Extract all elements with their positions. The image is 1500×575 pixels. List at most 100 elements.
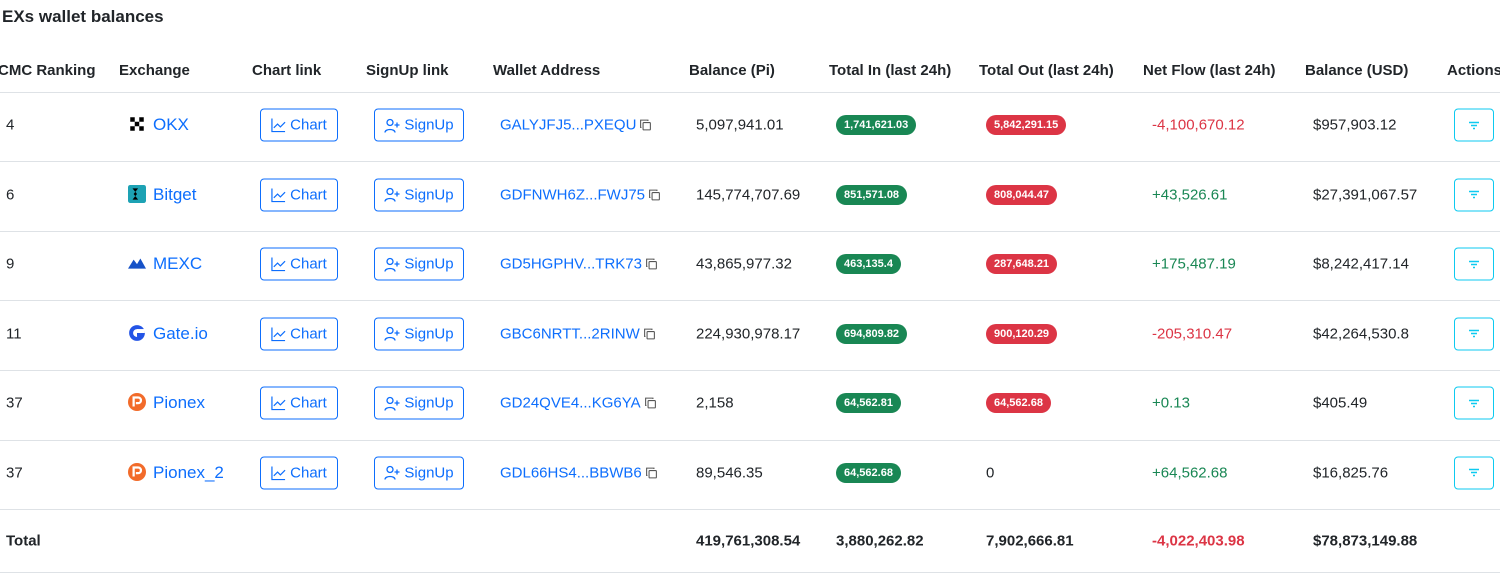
icon-svg (271, 118, 286, 133)
rank: 37 (6, 464, 23, 481)
icon-svg (1469, 329, 1479, 338)
chart-button[interactable]: Chart (260, 247, 338, 281)
icon-svg (128, 393, 146, 411)
chart-button[interactable]: Chart (260, 386, 338, 420)
icon (271, 326, 286, 341)
icon (384, 326, 400, 342)
chart-button[interactable]: Chart (260, 108, 338, 142)
balance-usd: $8,242,417.14 (1313, 255, 1409, 273)
row-divider (0, 370, 1500, 371)
row-divider (0, 509, 1500, 510)
chart-button[interactable]: Chart (260, 178, 338, 211)
total-total-out: 7,902,666.81 (986, 532, 1074, 550)
signup-button-label: SignUp (404, 116, 454, 134)
exchange-link[interactable]: Gate.io (153, 323, 208, 343)
icon-svg (1469, 190, 1479, 199)
net-flow: -4,100,670.12 (1152, 116, 1245, 134)
signup-button-label: SignUp (404, 394, 454, 412)
chart-button[interactable]: Chart (260, 456, 338, 489)
column-header: Balance (Pi) (689, 62, 775, 79)
exchange-link[interactable]: Pionex (153, 393, 205, 412)
signup-button[interactable]: SignUp (374, 108, 464, 142)
signup-button[interactable]: SignUp (374, 178, 464, 211)
actions-button[interactable] (1454, 108, 1494, 142)
icon-svg (384, 465, 400, 480)
wallet-address-text: GD24QVE4...KG6YA (500, 394, 641, 412)
signup-button-label: SignUp (404, 464, 454, 481)
rank: 11 (6, 325, 22, 342)
column-header: Chart link (252, 62, 322, 79)
wallet-address[interactable]: GD24QVE4...KG6YA (500, 395, 657, 412)
icon (128, 462, 146, 481)
signup-button[interactable]: SignUp (374, 386, 464, 420)
wallet-address[interactable]: GD5HGPHV...TRK73 (500, 256, 658, 273)
wallet-address-text: GD5HGPHV...TRK73 (500, 255, 642, 273)
icon-svg (128, 258, 146, 269)
icon (271, 465, 286, 480)
total-in-badge: 463,135.4 (836, 254, 901, 274)
net-flow: +43,526.61 (1152, 186, 1228, 203)
signup-button[interactable]: SignUp (374, 247, 464, 281)
total-out: 0 (986, 464, 995, 481)
icon (271, 187, 286, 202)
chart-button-label: Chart (290, 255, 327, 273)
signup-button[interactable]: SignUp (374, 456, 464, 489)
icon (384, 187, 400, 203)
page-title: EXs wallet balances (2, 7, 164, 26)
wallet-address[interactable]: GDFNWH6Z...FWJ75 (500, 186, 661, 203)
total-label: Total (6, 532, 41, 550)
row-divider (0, 440, 1500, 441)
icon-svg (128, 462, 146, 481)
actions-button[interactable] (1454, 386, 1494, 420)
icon (1466, 256, 1482, 272)
icon (1466, 395, 1482, 411)
total-balance-pi: 419,761,308.54 (696, 532, 801, 550)
row-divider (0, 92, 1500, 93)
wallet-address-text: GDFNWH6Z...FWJ75 (500, 186, 645, 203)
wallet-address[interactable]: GBC6NRTT...2RINW (500, 325, 656, 342)
icon (645, 466, 658, 479)
actions-button[interactable] (1454, 178, 1494, 211)
balance-pi: 5,097,941.01 (696, 116, 784, 134)
icon (128, 393, 146, 411)
signup-button[interactable]: SignUp (374, 317, 464, 350)
exchange-icon (128, 254, 148, 274)
chart-button-label: Chart (290, 325, 327, 342)
actions-button[interactable] (1454, 247, 1494, 281)
icon-svg (271, 187, 286, 202)
exchange-link[interactable]: OKX (153, 115, 189, 134)
actions-button[interactable] (1454, 317, 1494, 350)
exchange-link[interactable]: Bitget (153, 184, 197, 204)
wallet-address-text: GDL66HS4...BBWB6 (500, 464, 642, 481)
exchange-link[interactable]: MEXC (153, 254, 203, 273)
net-flow: +0.13 (1152, 394, 1190, 412)
icon (1466, 187, 1482, 203)
icon-svg (1469, 121, 1479, 129)
wallet-address-text: GBC6NRTT...2RINW (500, 325, 640, 342)
icon (648, 188, 661, 201)
exchange-icon (128, 324, 148, 344)
icon (128, 184, 146, 203)
total-out-badge: 64,562.68 (986, 393, 1051, 413)
exchange-icon (128, 393, 148, 413)
exchange-link[interactable]: Pionex_2 (153, 462, 224, 482)
signup-button-label: SignUp (404, 325, 454, 342)
icon (384, 117, 400, 133)
wallet-address[interactable]: GDL66HS4...BBWB6 (500, 464, 658, 481)
total-in-badge: 1,741,621.03 (836, 115, 917, 135)
icon-svg (384, 187, 400, 202)
chart-button[interactable]: Chart (260, 317, 338, 350)
balance-usd: $16,825.76 (1313, 464, 1389, 481)
balance-pi: 43,865,977.32 (696, 255, 792, 273)
column-header: Actions (1447, 62, 1500, 79)
actions-button[interactable] (1454, 456, 1494, 489)
wallet-address[interactable]: GALYJFJ5...PXEQU (500, 117, 652, 134)
row-divider (0, 231, 1500, 232)
column-header: Exchange (119, 62, 190, 79)
row-divider (0, 300, 1500, 301)
icon (643, 327, 656, 340)
signup-button-label: SignUp (404, 255, 454, 273)
rank: 6 (6, 186, 15, 203)
chart-button-label: Chart (290, 116, 327, 134)
